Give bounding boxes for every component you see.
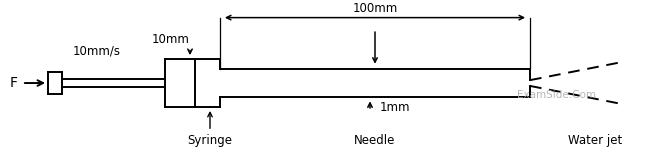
- Text: 10mm/s: 10mm/s: [73, 44, 121, 57]
- Text: 10mm: 10mm: [152, 33, 190, 46]
- Text: Water jet: Water jet: [568, 134, 622, 147]
- Text: ExamSide.Com: ExamSide.Com: [517, 90, 595, 100]
- Text: 100mm: 100mm: [352, 2, 397, 15]
- Text: Syringe: Syringe: [187, 134, 232, 147]
- Text: Needle: Needle: [354, 134, 396, 147]
- Text: 1mm: 1mm: [380, 101, 411, 114]
- Text: F: F: [10, 76, 18, 90]
